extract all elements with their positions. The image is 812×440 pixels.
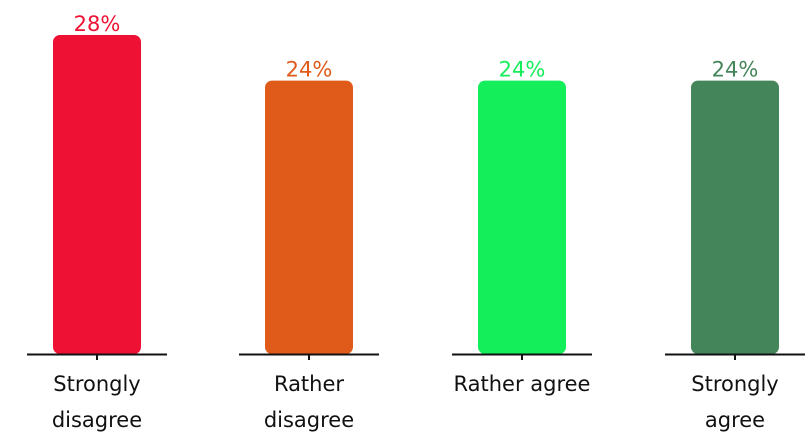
bar-3 bbox=[478, 80, 566, 355]
labels-layer: 28% Strongly disagree 24% Rather disagree 24% R… bbox=[52, 12, 779, 432]
bar-2 bbox=[265, 80, 353, 355]
bars-layer bbox=[53, 35, 779, 355]
value-label-3: 24% bbox=[499, 58, 546, 82]
axis-layer bbox=[27, 353, 805, 360]
value-label-2: 24% bbox=[286, 58, 333, 82]
category-label-4-line-2: agree bbox=[705, 408, 765, 432]
category-label-1-line-2: disagree bbox=[52, 408, 142, 432]
bar-4 bbox=[691, 80, 779, 355]
category-label-2-line-1: Rather bbox=[274, 372, 344, 396]
category-label-3-line-1: Rather agree bbox=[454, 372, 591, 396]
category-label-4-line-1: Strongly bbox=[691, 372, 779, 396]
value-label-1: 28% bbox=[74, 12, 121, 36]
bar-1 bbox=[53, 35, 141, 354]
value-label-4: 24% bbox=[712, 58, 759, 82]
category-label-2-line-2: disagree bbox=[264, 408, 354, 432]
category-label-1-line-1: Strongly bbox=[53, 372, 141, 396]
